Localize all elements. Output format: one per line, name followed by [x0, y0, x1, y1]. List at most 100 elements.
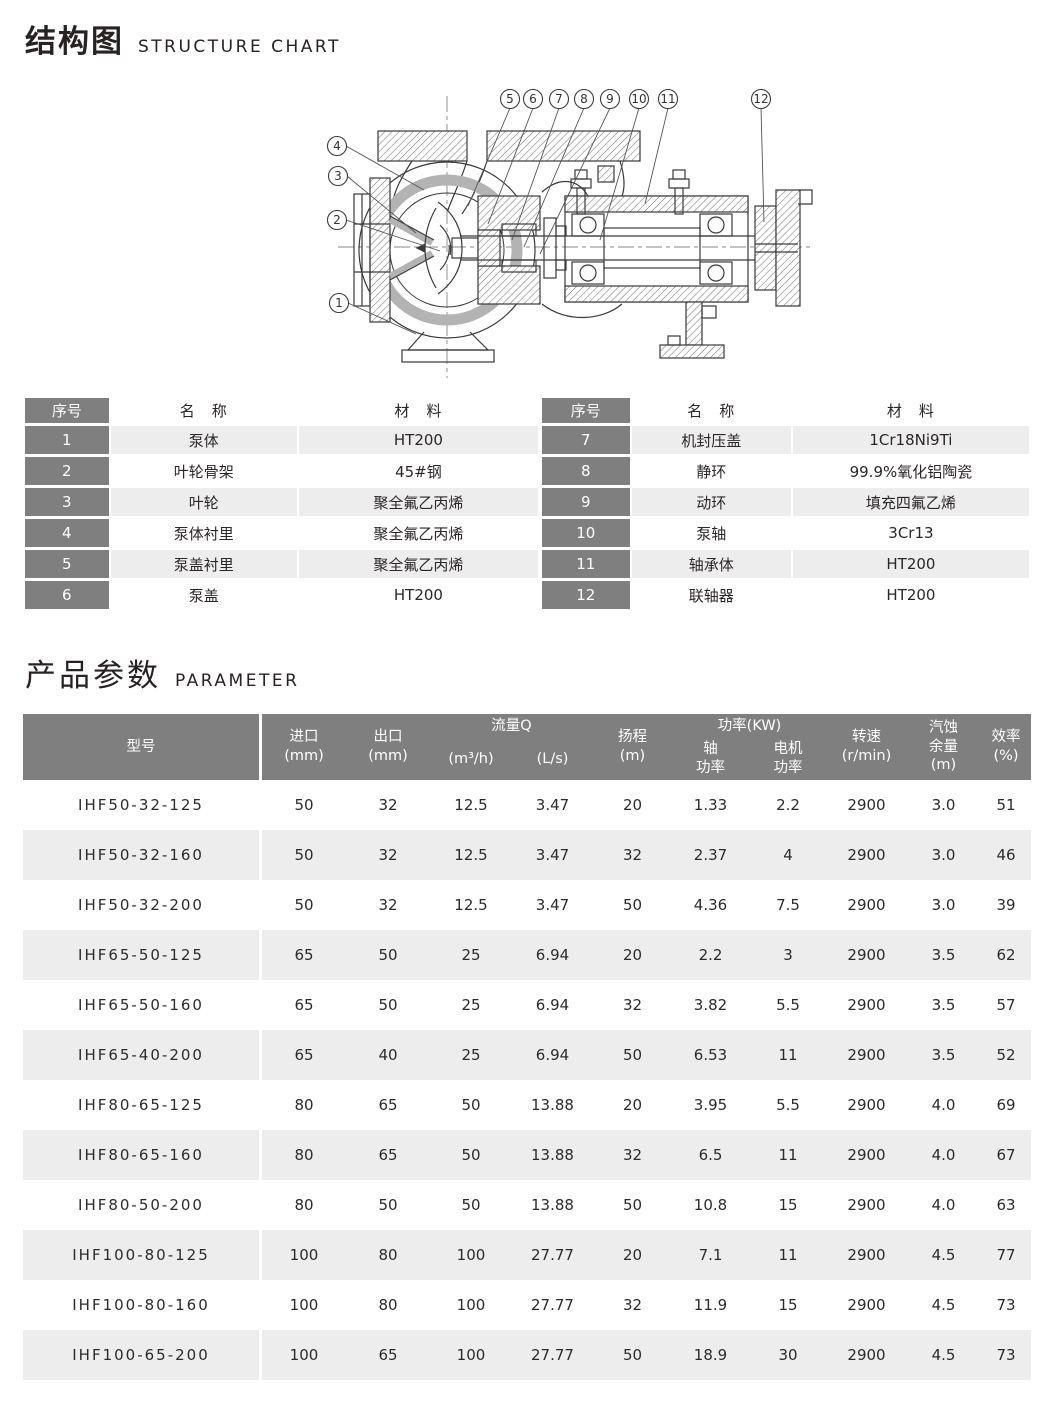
param-value: 100	[289, 1346, 319, 1364]
col-header-flow-ls: (L/s)	[536, 750, 569, 767]
parts-row: 11 轴承体 HT200	[541, 550, 1029, 578]
param-value: 13.88	[531, 1146, 574, 1164]
param-value: 73	[996, 1346, 1016, 1364]
param-model: IHF80-50-200	[23, 1180, 262, 1230]
parameter-row: IHF100-80-160 100 80 100 27.77 32 11.9 15 2900 4.…	[23, 1280, 1031, 1330]
param-value: 80	[294, 1146, 314, 1164]
callout-12: 12	[753, 92, 768, 106]
callout-2: 2	[333, 213, 341, 227]
part-material: 99.9%氧化铝陶瓷	[792, 457, 1029, 485]
param-value: 3.5	[931, 946, 956, 964]
parts-row: 10 泵轴 3Cr13	[541, 519, 1029, 547]
part-no: 4	[25, 519, 109, 547]
param-value: 3.47	[535, 846, 570, 864]
part-material: 聚全氟乙丙烯	[298, 488, 538, 516]
param-value: 4.5	[931, 1296, 956, 1314]
structure-section-title: 结构图 STRUCTURE CHART	[25, 16, 341, 61]
parts-header-material: 材 料	[298, 398, 538, 423]
part-no: 1	[25, 426, 109, 454]
param-value: 25	[461, 996, 481, 1014]
param-value: 27.77	[531, 1246, 574, 1264]
param-value: 32	[378, 846, 398, 864]
parts-row: 7 机封压盖 1Cr18Ni9Ti	[541, 426, 1029, 454]
part-no: 11	[541, 550, 630, 578]
col-header-eff: 效率 (%)	[991, 729, 1021, 764]
parts-row: 2 叶轮骨架 45#钢	[25, 457, 538, 485]
param-value: 18.9	[693, 1346, 728, 1364]
callout-1: 1	[335, 296, 343, 310]
part-name: 泵体	[110, 426, 297, 454]
callout-8: 8	[580, 92, 588, 106]
param-value: 65	[294, 996, 314, 1014]
param-value: 80	[294, 1096, 314, 1114]
part-no: 10	[541, 519, 630, 547]
param-value: 11.9	[693, 1296, 728, 1314]
param-value: 1.33	[693, 796, 728, 814]
param-value: 4	[783, 846, 793, 864]
col-header-flow-group: 流量Q (m³/h) (L/s)	[430, 714, 593, 780]
parts-table-right: 序号名 称材 料 7 机封压盖 1Cr18Ni9Ti 8 静环 99.9%氧化铝陶瓷 9 动环填…	[540, 395, 1031, 612]
param-value: 13.88	[531, 1196, 574, 1214]
parameter-row: IHF65-40-200 65 40 25 6.94 50 6.53 11 2900 3.5 52	[23, 1030, 1031, 1080]
parameter-row: IHF65-50-125 65 50 25 6.94 20 2.2 3 2900 3.5 62	[23, 930, 1031, 980]
parameter-row: IHF50-32-200 50 32 12.5 3.47 50 4.36 7.5 2900 3.0…	[23, 880, 1031, 930]
parts-row: 4 泵体衬里 聚全氟乙丙烯	[25, 519, 538, 547]
param-value: 4.5	[931, 1246, 956, 1264]
callout-3: 3	[334, 169, 342, 183]
param-value: 2900	[847, 896, 886, 914]
param-value: 3.0	[931, 846, 956, 864]
param-model: IHF80-65-160	[23, 1130, 262, 1180]
param-value: 32	[622, 1146, 643, 1164]
parameter-row: IHF80-65-125 80 65 50 13.88 20 3.95 5.5 2900 4.0 6…	[23, 1080, 1031, 1130]
part-name: 轴承体	[631, 550, 791, 578]
callout-5: 5	[506, 92, 514, 106]
param-value: 6.94	[535, 996, 570, 1014]
part-name: 叶轮骨架	[110, 457, 297, 485]
param-model: IHF100-80-160	[23, 1280, 262, 1330]
param-value: 13.88	[531, 1096, 574, 1114]
part-name: 泵盖	[110, 581, 297, 609]
param-value: 2900	[847, 1146, 886, 1164]
param-value: 50	[378, 1196, 398, 1214]
param-value: 3.47	[535, 896, 570, 914]
parameter-row: IHF80-65-160 80 65 50 13.88 32 6.5 11 2900 4.0 67	[23, 1130, 1031, 1180]
param-value: 63	[996, 1196, 1016, 1214]
parts-header-row: 序号名 称材 料	[541, 398, 1029, 423]
param-value: 50	[622, 1046, 643, 1064]
param-value: 7.1	[698, 1246, 723, 1264]
parameter-row: IHF100-80-125 100 80 100 27.77 20 7.1 11 2900 4.5…	[23, 1230, 1031, 1280]
param-value: 2900	[847, 1246, 886, 1264]
param-value: 62	[996, 946, 1016, 964]
param-value: 12.5	[454, 896, 488, 914]
param-value: 69	[996, 1096, 1016, 1114]
param-value: 11	[778, 1146, 798, 1164]
param-value: 20	[622, 946, 643, 964]
param-value: 2900	[847, 796, 886, 814]
param-value: 2900	[847, 946, 886, 964]
part-name: 叶轮	[110, 488, 297, 516]
param-value: 2900	[847, 1096, 886, 1114]
param-value: 6.94	[535, 946, 570, 964]
part-no: 8	[541, 457, 630, 485]
param-value: 2900	[847, 846, 886, 864]
callout-7: 7	[555, 92, 563, 106]
param-value: 12.5	[454, 846, 488, 864]
param-model: IHF50-32-125	[23, 780, 262, 830]
param-model: IHF100-65-200	[23, 1330, 262, 1380]
param-value: 3.95	[693, 1096, 728, 1114]
param-value: 2900	[847, 1296, 886, 1314]
param-value: 77	[996, 1246, 1016, 1264]
param-value: 2.37	[693, 846, 728, 864]
part-name: 泵体衬里	[110, 519, 297, 547]
part-material: 45#钢	[298, 457, 538, 485]
part-material: 填充四氟乙烯	[792, 488, 1029, 516]
parameter-row: IHF100-65-200 100 65 100 27.77 50 18.9 30 2900 4.…	[23, 1330, 1031, 1380]
param-value: 12.5	[454, 796, 488, 814]
col-header-head: 扬程 (m)	[618, 729, 647, 764]
param-value: 52	[996, 1046, 1016, 1064]
part-material: HT200	[792, 581, 1029, 609]
param-value: 2900	[847, 1346, 886, 1364]
parameter-title-zh: 产品参数	[25, 658, 161, 694]
callout-9: 9	[606, 92, 614, 106]
